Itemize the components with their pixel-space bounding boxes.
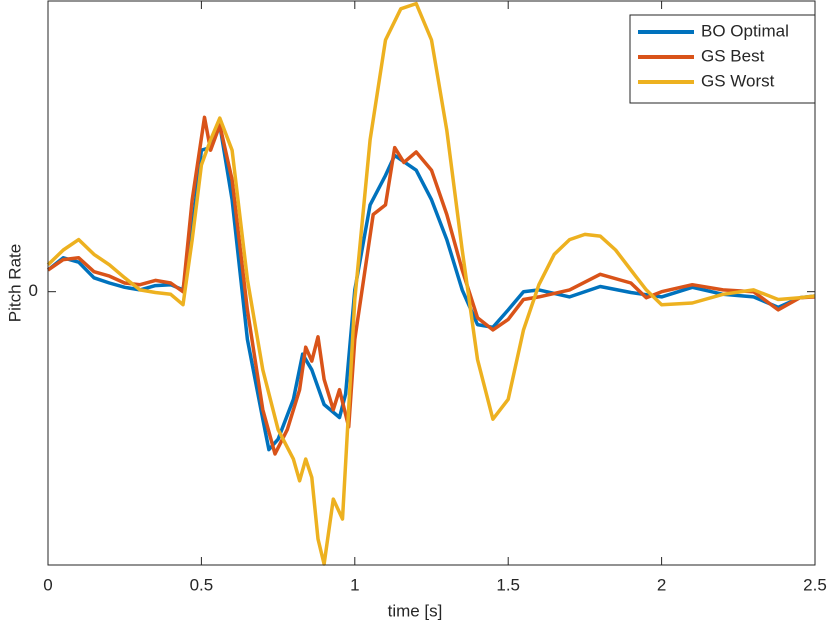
series-line — [47, 115, 816, 456]
x-axis-label: time [s] — [388, 601, 443, 620]
legend-label: GS Best — [701, 46, 765, 65]
x-tick-label: 1.5 — [496, 575, 520, 594]
x-tick-label: 2 — [657, 575, 666, 594]
x-tick-label: 1 — [350, 575, 359, 594]
legend-label: BO Optimal — [701, 21, 789, 40]
y-axis-label: Pitch Rate — [5, 244, 24, 322]
axes-box — [47, 0, 816, 566]
legend: BO Optimal GS Best GS Worst — [629, 14, 816, 104]
x-tick-label: 0 — [43, 575, 52, 594]
y-tick-label: 0 — [29, 281, 38, 300]
legend-label: GS Worst — [701, 71, 775, 90]
x-tick-label: 2.5 — [803, 575, 827, 594]
series-line — [46, 1, 816, 566]
x-tick-label: 0.5 — [190, 575, 214, 594]
